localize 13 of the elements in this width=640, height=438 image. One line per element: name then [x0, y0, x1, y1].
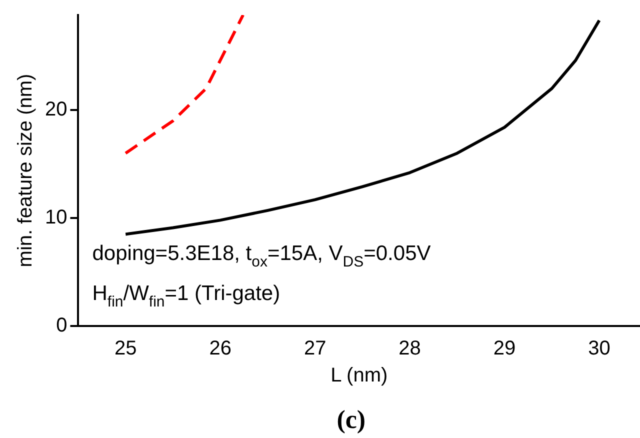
x-axis-title: L (nm) [330, 364, 388, 387]
x-tick-label: 30 [588, 338, 610, 360]
text: (c) [336, 405, 366, 434]
x-tick-label: 25 [114, 338, 137, 360]
x-tick-label: 29 [493, 338, 516, 360]
y-tick-label: 0 [56, 314, 68, 337]
y-axis-title: min. feature size (nm) [14, 74, 37, 268]
x-tick-label: 28 [398, 338, 421, 360]
y-tick-label: 20 [44, 98, 68, 121]
y-tick-label: 10 [44, 206, 68, 229]
x-tick-label: 27 [304, 338, 326, 360]
x-tick-label: 26 [209, 338, 232, 360]
line-series [124, 15, 245, 155]
